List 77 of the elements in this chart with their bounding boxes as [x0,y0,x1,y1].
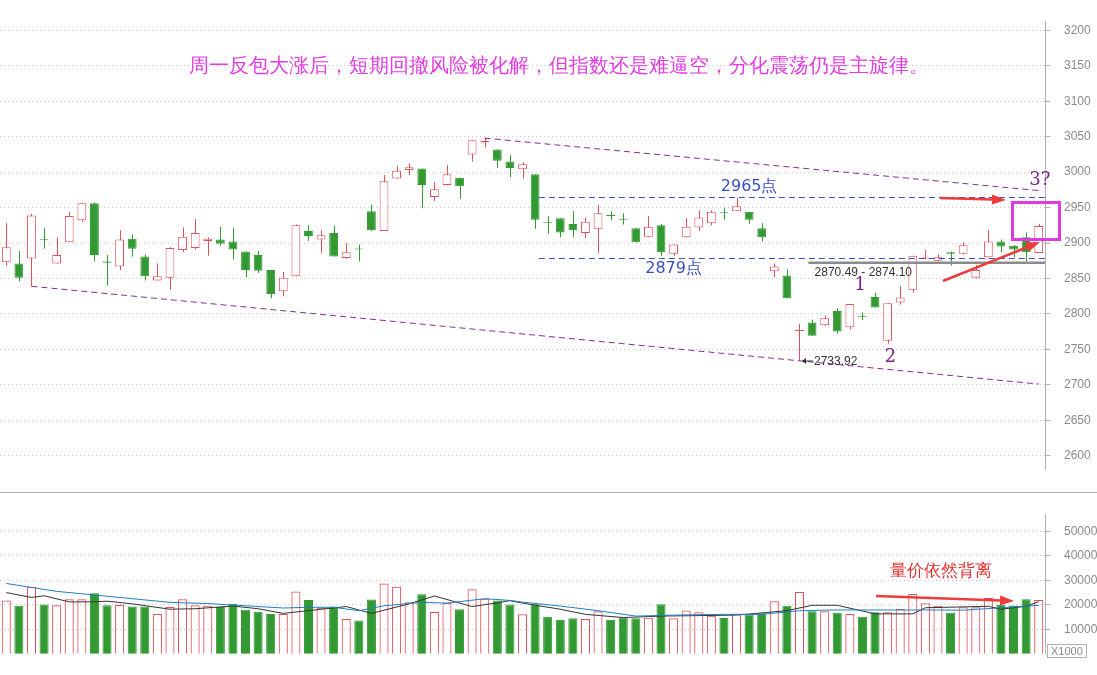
y-tick-label: 2800 [1064,306,1092,321]
candlestick [795,323,804,362]
candlestick [757,222,767,243]
candlestick [1,222,11,267]
bar [782,605,792,654]
candlestick [832,307,842,335]
bar [39,604,49,654]
bar [606,619,616,654]
bar [568,618,578,654]
candlestick [14,250,24,282]
y-tick-label: 2850 [1064,270,1092,285]
candlestick [417,168,427,209]
y-tick-label: 2650 [1064,412,1092,427]
y-tick-label: 2950 [1064,199,1092,214]
bar [266,614,276,654]
candlestick [266,269,276,299]
bar [102,605,112,654]
bar [329,606,339,654]
bar [240,609,251,654]
bar [807,611,817,654]
bar [656,604,666,654]
candlestick [329,225,339,257]
bar [14,605,24,654]
y-tick-label: 3000 [1064,164,1092,179]
candlestick [241,251,250,278]
candlestick [127,234,137,257]
y-tick-label: 3150 [1064,58,1092,73]
y-tick-label: 2600 [1064,447,1092,462]
y-tick-label: 30000 [1064,572,1097,587]
candlestick [190,218,200,250]
candlestick [140,253,150,282]
bar [744,614,754,654]
y-tick-label: 2700 [1064,377,1092,392]
candlestick [367,204,376,232]
candlestick [845,303,855,330]
ref-line-label: 2965点 [720,176,778,196]
candlestick [568,210,578,238]
y-tick-label: 2900 [1064,235,1092,250]
bar [857,616,867,654]
annotation: 3? [1029,167,1051,189]
y-tick-label: 10000 [1064,621,1097,636]
bar [417,594,427,654]
y-tick-label: 3050 [1064,129,1092,144]
text: X1000 [1047,643,1087,658]
bar [1021,599,1031,654]
bar [215,607,225,654]
text: 周一反包大涨后，短期回撤风险被化解，但指数还是难逼空，分化震荡仍是主旋律。 [188,53,929,77]
annotation: 2733.92 [814,353,858,368]
bar [140,606,150,654]
bar [618,617,628,654]
y-tick-label: 40000 [1064,548,1097,563]
bar [253,611,263,654]
bar [366,599,376,654]
annotation: 2 [884,344,897,366]
y-tick-label: 2750 [1064,341,1092,356]
bar [870,612,880,654]
ref-line-label: 2879点 [645,258,702,278]
bar [354,620,364,654]
candlestick [253,250,263,274]
candlestick [983,229,993,258]
bar [543,616,553,654]
bar [631,618,641,654]
bar [228,603,238,654]
bar [555,619,565,654]
bar [719,618,729,654]
y-tick-label: 20000 [1064,597,1097,612]
y-tick-label: 3200 [1064,22,1092,37]
y-tick-label: 50000 [1064,523,1097,538]
candlestick [593,204,603,254]
annotation: 量价依然背离 [889,558,992,582]
candlestick [895,285,905,306]
bar [127,606,137,654]
candlestick [782,268,792,299]
candlestick [215,226,225,247]
y-tick-label: 3100 [1064,93,1092,108]
bar [505,604,515,654]
bar [530,604,540,654]
